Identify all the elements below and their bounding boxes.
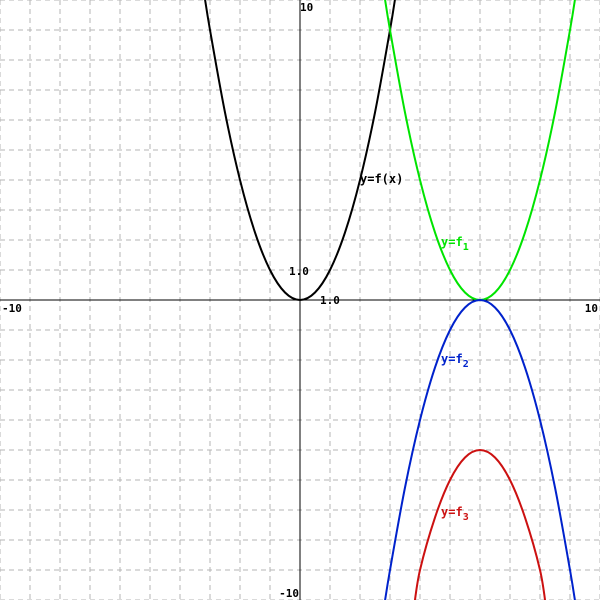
curve-label-f-main: y=f(x) [360,172,403,186]
curve-f [204,0,396,301]
curves [204,0,576,600]
curve-label-f2: y=f2 [441,352,469,370]
curve-f2 [384,299,576,600]
y-max-tick-label: 10 [300,1,313,14]
curve-label-f3: y=f3 [441,505,469,523]
curve-f3 [413,449,547,600]
curve-label-f2-main: y=f [441,352,463,366]
x-unit-tick-label: 1.0 [320,294,340,307]
curve-label-f3-sub: 3 [463,512,469,523]
curve-label-f2-sub: 2 [463,359,469,370]
y-unit-tick-label: 1.0 [289,265,309,278]
x-max-tick-label: 10 [585,302,598,315]
y-min-tick-label: -10 [279,587,299,600]
curve-label-f1: y=f1 [441,235,469,253]
curve-label-f3-main: y=f [441,505,463,519]
curve-label-f: y=f(x) [360,172,403,186]
curve-label-f1-sub: 1 [463,242,469,253]
x-min-tick-label: -10 [2,302,22,315]
curve-label-f1-main: y=f [441,235,463,249]
